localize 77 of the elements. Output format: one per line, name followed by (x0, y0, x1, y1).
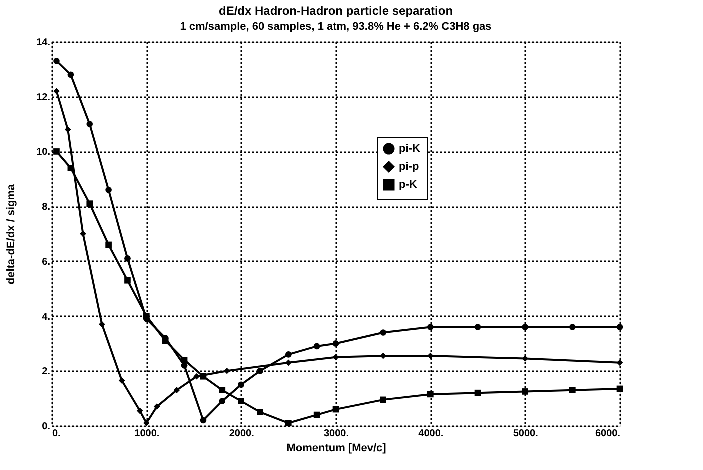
legend-label: pi-p (399, 161, 420, 173)
point (380, 330, 386, 336)
point (522, 388, 528, 395)
y-tick-label: 8. (42, 202, 51, 214)
point (428, 324, 434, 330)
point (194, 373, 200, 380)
x-tick-label: 2000. (229, 428, 255, 440)
point (428, 391, 434, 398)
point (86, 200, 94, 207)
point (144, 420, 150, 426)
point (64, 126, 72, 133)
y-tick-label: 2. (42, 366, 51, 378)
point (474, 390, 482, 396)
point (332, 406, 340, 413)
point (380, 352, 386, 360)
point (616, 386, 624, 392)
point (200, 373, 207, 380)
point (332, 354, 340, 361)
point (54, 148, 60, 155)
point (118, 378, 126, 384)
point (332, 340, 340, 347)
y-tick-label: 6. (42, 256, 51, 268)
x-tick-label: 6000. (595, 428, 621, 440)
point (224, 368, 230, 374)
point (286, 420, 292, 426)
point (68, 165, 74, 172)
y-tick-label: 4. (42, 312, 51, 323)
point (616, 324, 624, 330)
point (286, 352, 292, 358)
y-tick-label: 12. (36, 92, 51, 104)
point (238, 398, 244, 404)
x-axis-title: Momentum [Mev/c] (286, 442, 387, 454)
chart-title: dE/dx Hadron-Hadron particle separation (218, 4, 454, 18)
point (522, 324, 528, 330)
point (219, 387, 226, 394)
x-tick-label: 1000. (134, 428, 160, 440)
chart-subtitle: 1 cm/sample, 60 samples, 1 atm, 93.8% He + 6.2% C3H8 gas (180, 21, 492, 33)
point (200, 417, 207, 424)
y-tick-label: 10. (36, 147, 51, 158)
point (86, 121, 94, 128)
point (174, 387, 180, 394)
point (106, 186, 112, 194)
point (238, 382, 244, 388)
point (162, 338, 169, 344)
point (474, 324, 482, 330)
point (154, 404, 160, 410)
point (570, 387, 576, 394)
point (68, 72, 74, 78)
x-tick-label: 3000. (324, 428, 350, 440)
point (428, 352, 434, 360)
y-tick-label: 14. (36, 38, 51, 48)
point (257, 368, 264, 374)
x-tick-label: 0. (52, 428, 62, 440)
point (106, 242, 112, 248)
x-tick-label: 4000. (418, 428, 444, 440)
point (136, 408, 144, 414)
point (181, 357, 188, 364)
point (380, 396, 386, 404)
point (124, 277, 131, 284)
y-tick-label: 0. (42, 422, 51, 432)
point (314, 412, 320, 418)
point (257, 409, 264, 416)
point (144, 313, 150, 320)
point (54, 58, 60, 64)
legend-label: p-K (399, 179, 418, 191)
legend-label: pi-K (399, 143, 420, 155)
point (314, 343, 320, 350)
point (99, 321, 106, 328)
x-tick-label: 5000. (513, 428, 539, 440)
point (616, 360, 624, 366)
point (124, 256, 131, 262)
point (219, 398, 226, 404)
point (286, 360, 292, 366)
point (80, 230, 86, 238)
point (570, 324, 576, 330)
point (54, 88, 60, 95)
y-axis-title: delta-dE/dx / sigma (6, 183, 18, 285)
